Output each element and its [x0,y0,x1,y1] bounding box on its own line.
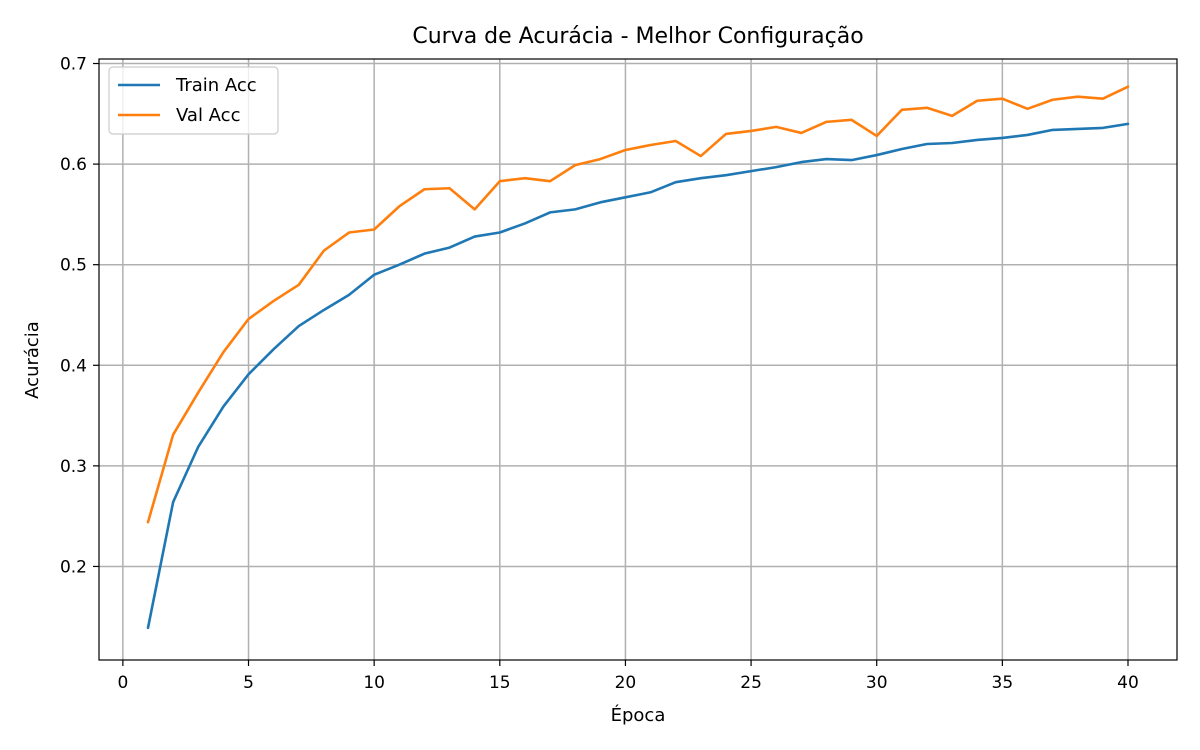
legend: Train Acc Val Acc [108,66,279,135]
y-axis-ticks: 0.2 0.3 0.4 0.5 0.6 0.7 [60,55,99,577]
x-tick-label: 30 [866,673,888,693]
y-tick-label: 0.6 [60,155,87,175]
x-tick-label: 40 [1117,673,1139,693]
val-acc-line [146,85,1130,524]
legend-label-train-acc: Train Acc [175,75,257,96]
x-tick-label: 15 [489,673,511,693]
x-tick-label: 35 [992,673,1014,693]
grid-lines [99,59,1177,660]
y-tick-label: 0.7 [60,55,87,75]
y-tick-label: 0.5 [60,256,87,276]
train-acc-line [146,122,1130,630]
series-lines [146,85,1130,630]
y-tick-label: 0.4 [60,356,87,376]
x-tick-label: 20 [615,673,637,693]
x-tick-label: 0 [117,673,128,693]
x-tick-label: 10 [363,673,385,693]
x-axis-ticks: 0 5 10 15 20 25 30 35 40 [117,660,1139,693]
plot-frame [98,58,1178,661]
legend-label-val-acc: Val Acc [176,105,240,126]
y-axis-label: Acurácia [22,321,43,399]
y-tick-label: 0.3 [60,457,87,477]
y-tick-label: 0.2 [60,557,87,577]
x-axis-label: Época [611,704,666,726]
chart-title: Curva de Acurácia - Melhor Configuração [412,24,863,49]
x-tick-label: 5 [243,673,254,693]
x-tick-label: 25 [740,673,762,693]
